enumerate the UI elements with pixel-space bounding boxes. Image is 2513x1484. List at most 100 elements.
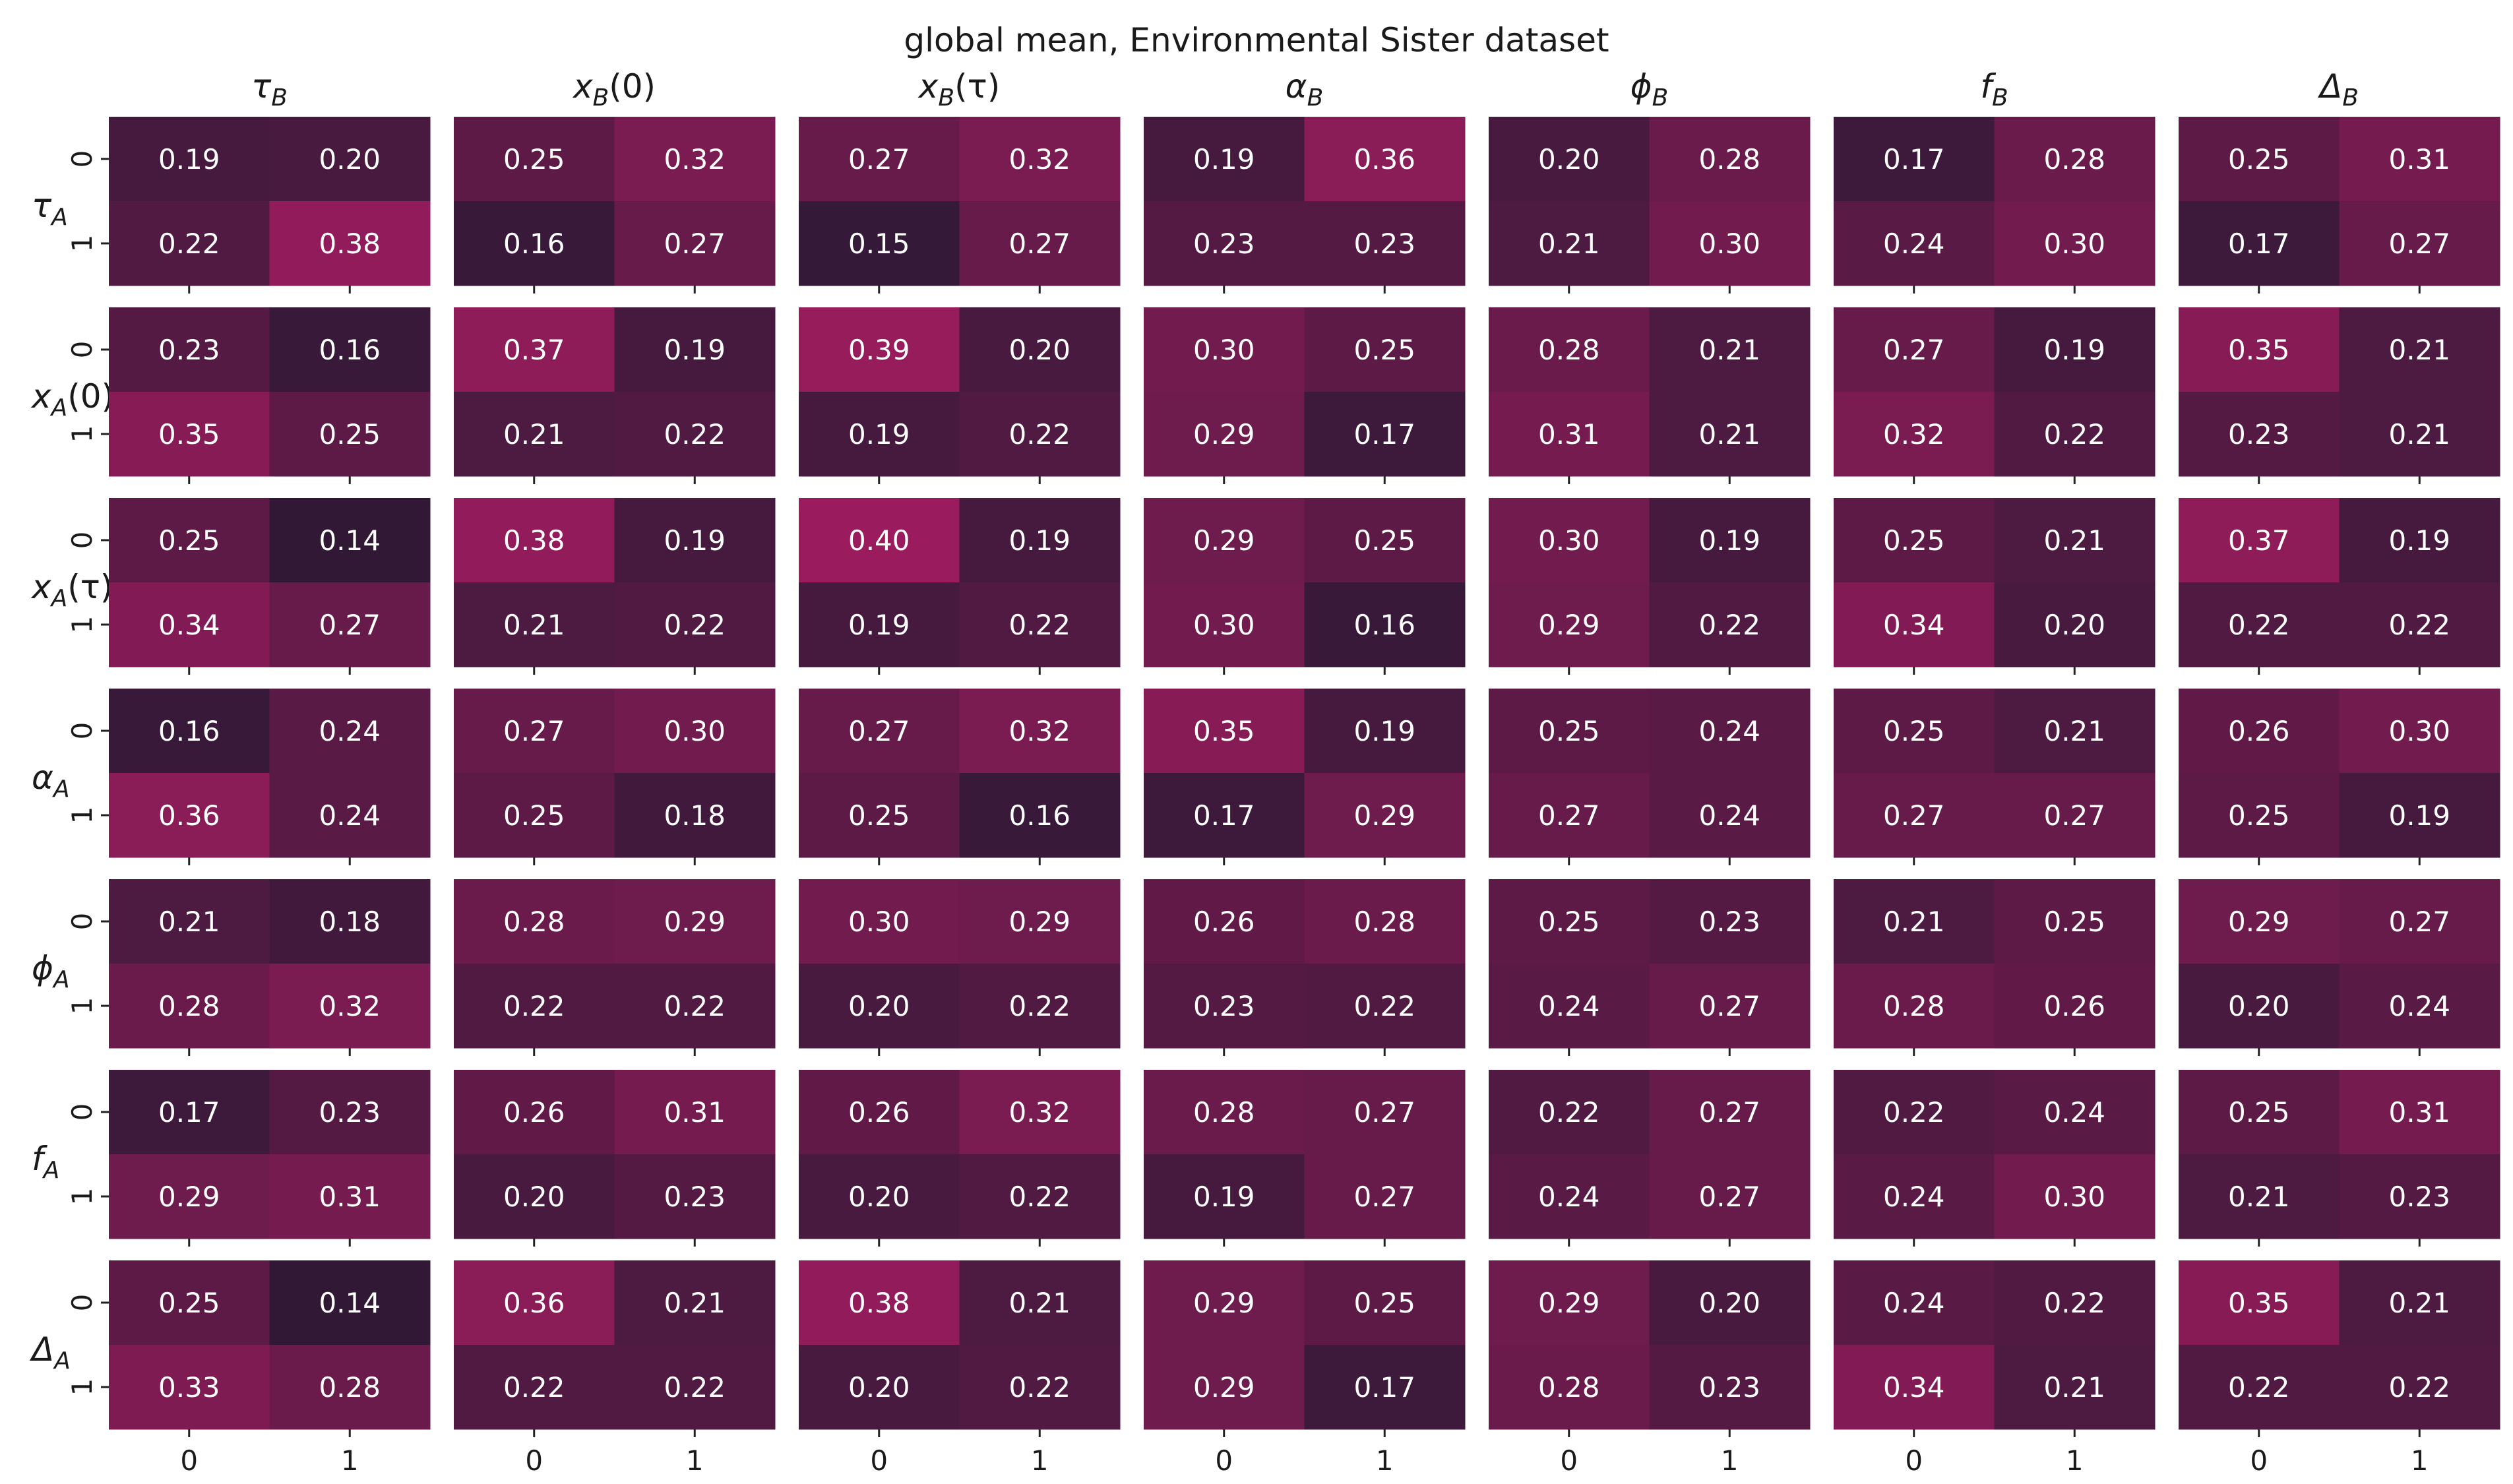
cell-value-label: 0.16 — [503, 228, 565, 260]
cell-value-label: 0.21 — [1698, 334, 1760, 366]
heatmap-panel: 0.35 0.19 0.17 0.29 — [1144, 689, 1466, 865]
chart-title: global mean, Environmental Sister datase… — [904, 21, 1609, 59]
heatmap-cell — [1834, 498, 1995, 583]
heatmap-panel: 0.29 0.25 0.30 0.16 — [1144, 498, 1466, 675]
heatmap-cell — [1144, 1345, 1305, 1430]
cell-value-label: 0.26 — [848, 1096, 910, 1128]
heatmap-cell — [1834, 964, 1995, 1049]
heatmap-cell — [2179, 1154, 2340, 1239]
heatmap-panel: 0.39 0.20 0.19 0.22 — [799, 307, 1121, 484]
heatmap-cell — [1649, 1154, 1811, 1239]
cell-value-label: 0.23 — [2388, 1181, 2450, 1213]
cell-value-label: 0.25 — [2043, 906, 2105, 938]
heatmap-panel: 0.25 0.31 0.21 0.23 — [2179, 1070, 2500, 1247]
heatmap-panel: 0.36 0.21 0.22 0.22 — [454, 1260, 776, 1437]
cell-value-label: 0.22 — [1883, 1096, 1945, 1128]
heatmap-cell — [959, 879, 1121, 964]
cell-value-label: 0.29 — [1353, 799, 1415, 832]
heatmap-cell — [2179, 1260, 2340, 1345]
cell-value-label: 0.36 — [158, 799, 220, 832]
heatmap-cell — [2339, 689, 2500, 774]
heatmap-cell — [1489, 1345, 1650, 1430]
heatmap-cell — [799, 1345, 960, 1430]
x-tick-label: 0 — [1560, 1444, 1578, 1477]
heatmap-cell — [109, 307, 270, 392]
heatmap-panel: 0.25 0.24 0.27 0.24 — [1489, 689, 1811, 865]
heatmap-cell — [2339, 201, 2500, 286]
heatmap-cell — [1144, 689, 1305, 774]
cell-value-label: 0.19 — [1008, 524, 1070, 557]
heatmap-cell — [2179, 392, 2340, 477]
cell-value-label: 0.36 — [1353, 143, 1415, 175]
heatmap-cell — [109, 201, 270, 286]
row-title: xA(0) — [30, 377, 114, 421]
heatmap-cell — [959, 773, 1121, 858]
heatmap-cell — [1649, 117, 1811, 202]
heatmap-cell — [1994, 773, 2156, 858]
cell-value-label: 0.21 — [2228, 1181, 2290, 1213]
heatmap-cell — [1144, 964, 1305, 1049]
heatmap-cell — [1304, 117, 1466, 202]
heatmap-cell — [1834, 1345, 1995, 1430]
cell-value-label: 0.19 — [2043, 334, 2105, 366]
cell-value-label: 0.21 — [1698, 418, 1760, 450]
cell-value-label: 0.17 — [1193, 799, 1255, 832]
heatmap-cell — [1489, 964, 1650, 1049]
heatmap-cell — [959, 689, 1121, 774]
cell-value-label: 0.30 — [848, 906, 910, 938]
cell-value-label: 0.29 — [1193, 1287, 1255, 1319]
heatmap-cell — [1834, 879, 1995, 964]
heatmap-cell — [1304, 201, 1466, 286]
heatmap-cell — [269, 773, 431, 858]
heatmap-cell — [799, 1154, 960, 1239]
cell-value-label: 0.22 — [1353, 990, 1415, 1022]
cell-value-label: 0.17 — [1883, 143, 1945, 175]
cell-value-label: 0.16 — [1008, 799, 1070, 832]
row-title: αA — [32, 758, 70, 803]
cell-value-label: 0.19 — [2388, 524, 2450, 557]
cell-value-label: 0.27 — [1698, 1096, 1760, 1128]
cell-value-label: 0.31 — [664, 1096, 726, 1128]
heatmap-cell — [2179, 498, 2340, 583]
cell-value-label: 0.27 — [319, 609, 381, 641]
heatmap-cell — [799, 307, 960, 392]
heatmap-cell — [454, 1345, 615, 1430]
heatmap-cell — [2339, 1154, 2500, 1239]
cell-value-label: 0.22 — [503, 990, 565, 1022]
heatmap-cell — [454, 117, 615, 202]
cell-value-label: 0.28 — [1193, 1096, 1255, 1128]
cell-value-label: 0.27 — [1008, 228, 1070, 260]
heatmap-cell — [614, 1260, 776, 1345]
heatmap-cell — [1144, 392, 1305, 477]
cell-value-label: 0.19 — [1698, 524, 1760, 557]
y-tick-label: 1 — [66, 1188, 98, 1206]
column-title: τB — [251, 67, 288, 111]
heatmap-panel: 0.28 0.21 0.31 0.21 — [1489, 307, 1811, 484]
cell-value-label: 0.26 — [2228, 715, 2290, 747]
heatmap-cell — [1144, 307, 1305, 392]
cell-value-label: 0.20 — [1008, 334, 1070, 366]
cell-value-label: 0.20 — [319, 143, 381, 175]
heatmap-cell — [1304, 689, 1466, 774]
heatmap-cell — [109, 582, 270, 667]
cell-value-label: 0.24 — [1538, 1181, 1600, 1213]
cell-value-label: 0.23 — [1193, 228, 1255, 260]
y-tick-label: 1 — [66, 807, 98, 824]
cell-value-label: 0.37 — [503, 334, 565, 366]
cell-value-label: 0.32 — [1008, 143, 1070, 175]
heatmap-cell — [614, 307, 776, 392]
cell-value-label: 0.16 — [319, 334, 381, 366]
cell-value-label: 0.26 — [1193, 906, 1255, 938]
cell-value-label: 0.25 — [848, 799, 910, 832]
heatmap-cell — [799, 1260, 960, 1345]
heatmap-panel: 0.20 0.28 0.21 0.30 — [1489, 117, 1811, 294]
cell-value-label: 0.29 — [158, 1181, 220, 1213]
x-tick-label: 1 — [2066, 1444, 2084, 1477]
heatmap-cell — [1489, 201, 1650, 286]
heatmap-cell — [1649, 1345, 1811, 1430]
heatmap-cell — [109, 498, 270, 583]
cell-value-label: 0.20 — [2043, 609, 2105, 641]
cell-value-label: 0.19 — [1193, 143, 1255, 175]
cell-value-label: 0.24 — [2388, 990, 2450, 1022]
heatmap-cell — [1994, 582, 2156, 667]
